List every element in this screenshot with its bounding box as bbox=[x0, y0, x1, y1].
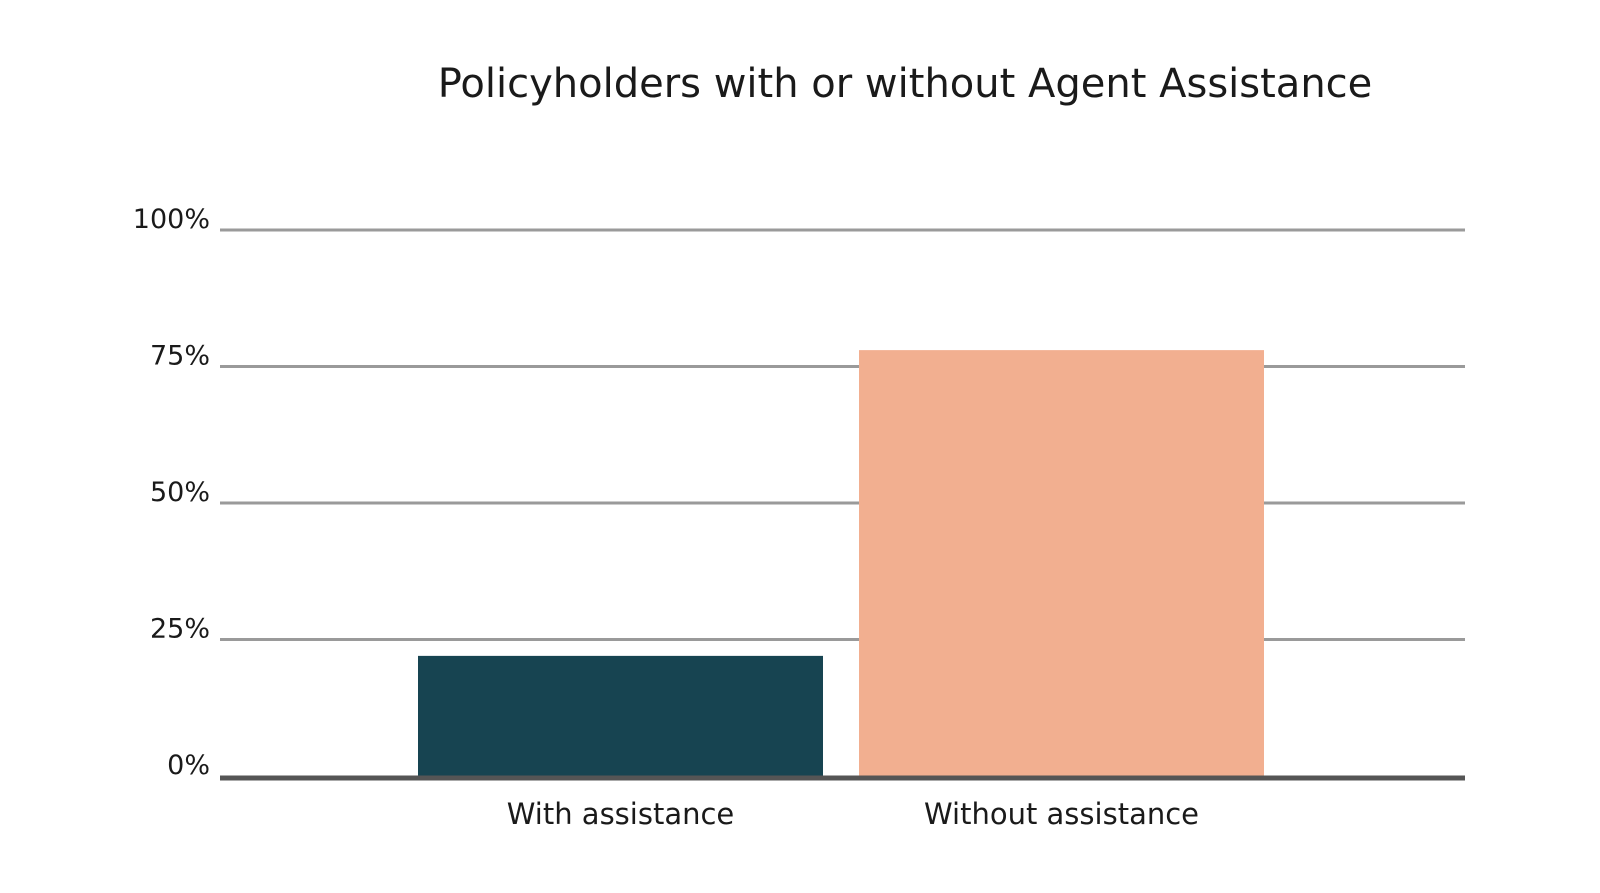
bars bbox=[418, 350, 1264, 776]
chart-title: Policyholders with or without Agent Assi… bbox=[437, 61, 1373, 107]
gridlines bbox=[220, 228, 1465, 641]
y-tick-label: 0% bbox=[167, 750, 210, 781]
y-tick-label: 75% bbox=[150, 341, 210, 372]
x-tick-label: Without assistance bbox=[924, 797, 1199, 831]
y-axis-ticks: 0% 25% 50% 75% 100% bbox=[133, 204, 210, 781]
y-tick-label: 25% bbox=[150, 614, 210, 645]
y-tick-label: 50% bbox=[150, 477, 210, 508]
y-tick-label: 100% bbox=[133, 204, 210, 235]
x-tick-label: With assistance bbox=[507, 797, 735, 831]
x-axis-labels: With assistance Without assistance bbox=[507, 797, 1199, 831]
bar-with-assistance bbox=[418, 655, 823, 776]
bar-without-assistance bbox=[859, 350, 1264, 776]
